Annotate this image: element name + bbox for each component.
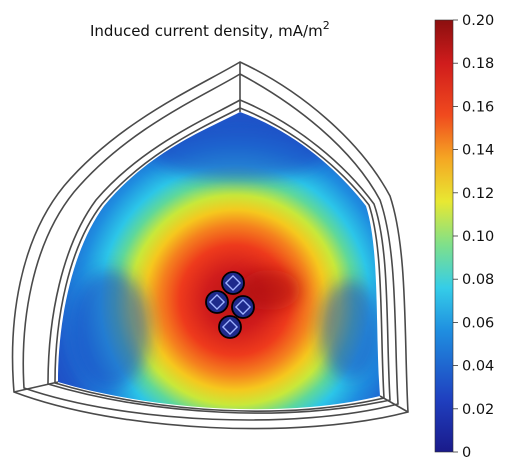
electrode-top [221, 271, 245, 295]
electrode-left [205, 290, 229, 314]
colorbar-tick-label: 0.08 [462, 272, 494, 288]
middle-boundary [22, 73, 399, 421]
colorbar-tick-label: 0.16 [462, 99, 494, 115]
colorbar-ramp [434, 19, 454, 453]
colorbar: 0.20 0.18 0.16 0.14 0.12 0.10 0.08 0.06 0.04 0.02… [434, 13, 494, 461]
colorbar-tick-label: 0.02 [462, 402, 494, 418]
colorbar-tick-label: 0.14 [462, 143, 494, 159]
current-density-map [58, 112, 380, 410]
figure-title: Induced current density, mA/m2 [90, 19, 330, 40]
colorbar-tick-label: 0.06 [462, 315, 494, 331]
head-model-boundaries [11, 61, 409, 430]
inner-boundary-inner-line [54, 107, 385, 412]
electrode-right [231, 295, 255, 319]
colorbar-tick-label: 0.04 [462, 359, 494, 375]
colorbar-tick-label: 0.12 [462, 186, 494, 202]
colorbar-tick-label: 0 [462, 445, 471, 461]
colorbar-ticks: 0.20 0.18 0.16 0.14 0.12 0.10 0.08 0.06 0.04 0.02… [453, 13, 494, 461]
colorbar-tick-label: 0.20 [462, 13, 494, 29]
electrode-bottom [218, 315, 242, 339]
outer-boundary [11, 61, 409, 430]
colorbar-tick-label: 0.10 [462, 229, 494, 245]
inner-boundary-outer-line [47, 99, 391, 414]
right-seam [379, 395, 409, 413]
electrode-cluster [205, 271, 255, 339]
colorbar-tick-label: 0.18 [462, 56, 494, 72]
left-seam [13, 381, 59, 393]
